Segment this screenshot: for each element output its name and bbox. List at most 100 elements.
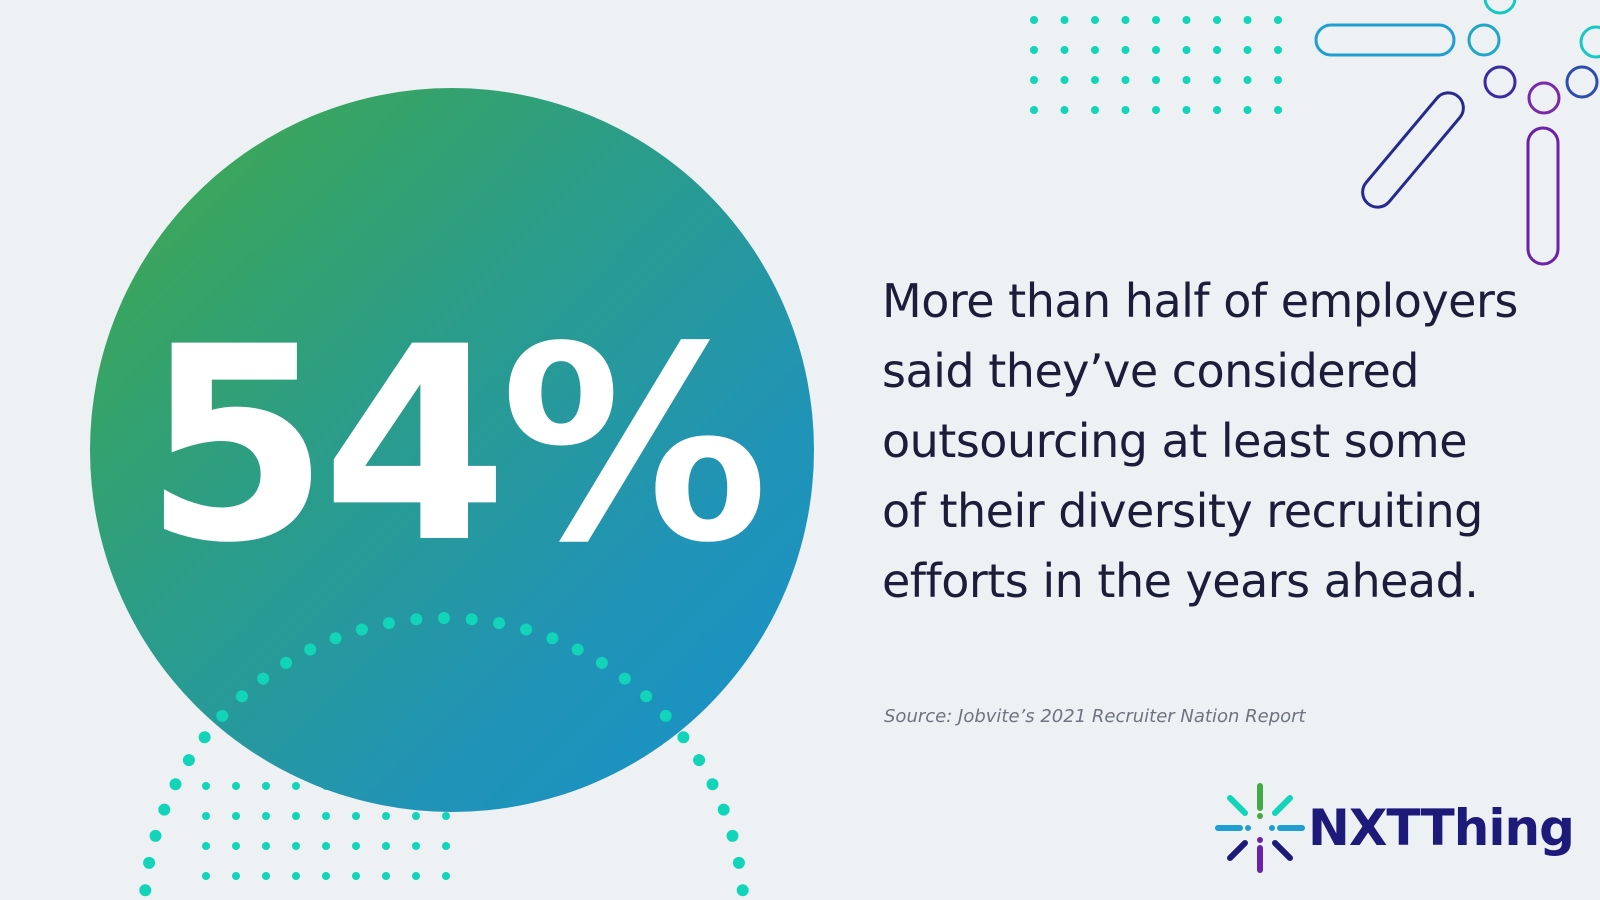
arc-dot	[595, 656, 608, 669]
grid-dot	[262, 872, 270, 880]
arc-dot	[216, 709, 229, 722]
grid-dot	[292, 872, 300, 880]
grid-dot	[1274, 46, 1282, 54]
grid-dot	[202, 872, 210, 880]
arc-dot	[198, 731, 211, 744]
grid-dot	[292, 782, 300, 790]
grid-dot	[352, 812, 360, 820]
stat-value: 54%	[143, 290, 768, 602]
arc-dot	[717, 803, 730, 816]
arc-dot	[329, 632, 342, 645]
arc-dot	[659, 709, 672, 722]
grid-dot	[1182, 46, 1191, 54]
grid-dot	[292, 842, 300, 850]
arc-dot	[158, 803, 171, 816]
grid-dot	[1182, 76, 1191, 84]
grid-dot	[1030, 16, 1038, 24]
stat-circle	[90, 88, 814, 812]
quote-text: More than half of employers said they’ve…	[882, 266, 1562, 616]
grid-dot	[1060, 106, 1069, 114]
arc-dot	[677, 731, 690, 744]
grid-dot	[1030, 106, 1038, 114]
arc-dot	[410, 613, 423, 626]
arc-dot	[382, 617, 395, 630]
grid-dot	[1060, 46, 1069, 54]
grid-dot	[1060, 76, 1069, 84]
arc-dot	[493, 617, 506, 630]
grid-dot	[262, 812, 270, 820]
dot-grid-icon	[1030, 16, 1282, 114]
quote-line: More than half of employers	[882, 274, 1518, 328]
arc-dot	[182, 754, 195, 767]
grid-dot	[1213, 16, 1221, 24]
grid-dot	[382, 842, 390, 850]
arc-dot	[520, 623, 533, 636]
pill-outline-icon	[1314, 23, 1456, 57]
arc-dot	[546, 632, 559, 645]
pill-outline-icon	[1361, 91, 1560, 266]
grid-dot	[1152, 76, 1160, 84]
grid-dot	[262, 782, 270, 790]
grid-dot	[232, 812, 240, 820]
grid-dot	[322, 872, 330, 880]
grid-dot	[1243, 16, 1252, 24]
arc-dot	[438, 612, 450, 624]
ring-outline-icon	[1467, 0, 1600, 115]
arc-dot	[280, 656, 293, 669]
arc-dot	[304, 643, 317, 656]
arc-dot	[571, 643, 584, 656]
grid-dot	[1274, 76, 1282, 84]
grid-dot	[1091, 76, 1099, 84]
arc-dot	[732, 856, 745, 869]
arc-dot	[169, 778, 182, 791]
quote-line: outsourcing at least some	[882, 414, 1468, 468]
grid-dot	[1274, 16, 1282, 24]
quote-line: efforts in the years ahead.	[882, 554, 1479, 608]
arc-dot	[149, 829, 162, 842]
grid-dot	[202, 812, 210, 820]
grid-dot	[232, 872, 240, 880]
grid-dot	[382, 812, 390, 820]
grid-dot	[442, 872, 450, 880]
grid-dot	[1274, 106, 1282, 114]
grid-dot	[1152, 46, 1160, 54]
grid-dot	[1121, 16, 1130, 24]
grid-dot	[322, 812, 330, 820]
grid-dot	[1243, 76, 1252, 84]
grid-dot	[1121, 76, 1130, 84]
grid-dot	[1091, 16, 1099, 24]
arc-dot	[139, 884, 152, 897]
starburst-logo-icon	[1215, 783, 1305, 873]
grid-dot	[292, 812, 300, 820]
grid-dot	[1182, 106, 1191, 114]
grid-dot	[412, 812, 420, 820]
arc-dot	[143, 856, 156, 869]
grid-dot	[442, 842, 450, 850]
grid-dot	[1152, 106, 1160, 114]
grid-dot	[1213, 76, 1221, 84]
grid-dot	[232, 782, 240, 790]
grid-dot	[1091, 106, 1099, 114]
arc-dot	[640, 690, 653, 703]
arc-dot	[257, 672, 270, 685]
grid-dot	[202, 842, 210, 850]
dotted-arc-icon	[139, 612, 749, 897]
grid-dot	[1030, 46, 1038, 54]
grid-dot	[1060, 16, 1069, 24]
grid-dot	[1152, 16, 1160, 24]
grid-dot	[352, 872, 360, 880]
grid-dot	[262, 842, 270, 850]
grid-dot	[352, 842, 360, 850]
grid-dot	[1243, 46, 1252, 54]
arc-dot	[235, 690, 248, 703]
grid-dot	[1121, 46, 1130, 54]
grid-dot	[442, 812, 450, 820]
grid-dot	[412, 872, 420, 880]
grid-dot	[232, 842, 240, 850]
grid-dot	[1182, 16, 1191, 24]
grid-dot	[1243, 106, 1252, 114]
grid-dot	[1121, 106, 1130, 114]
quote-line: said they’ve considered	[882, 344, 1419, 398]
